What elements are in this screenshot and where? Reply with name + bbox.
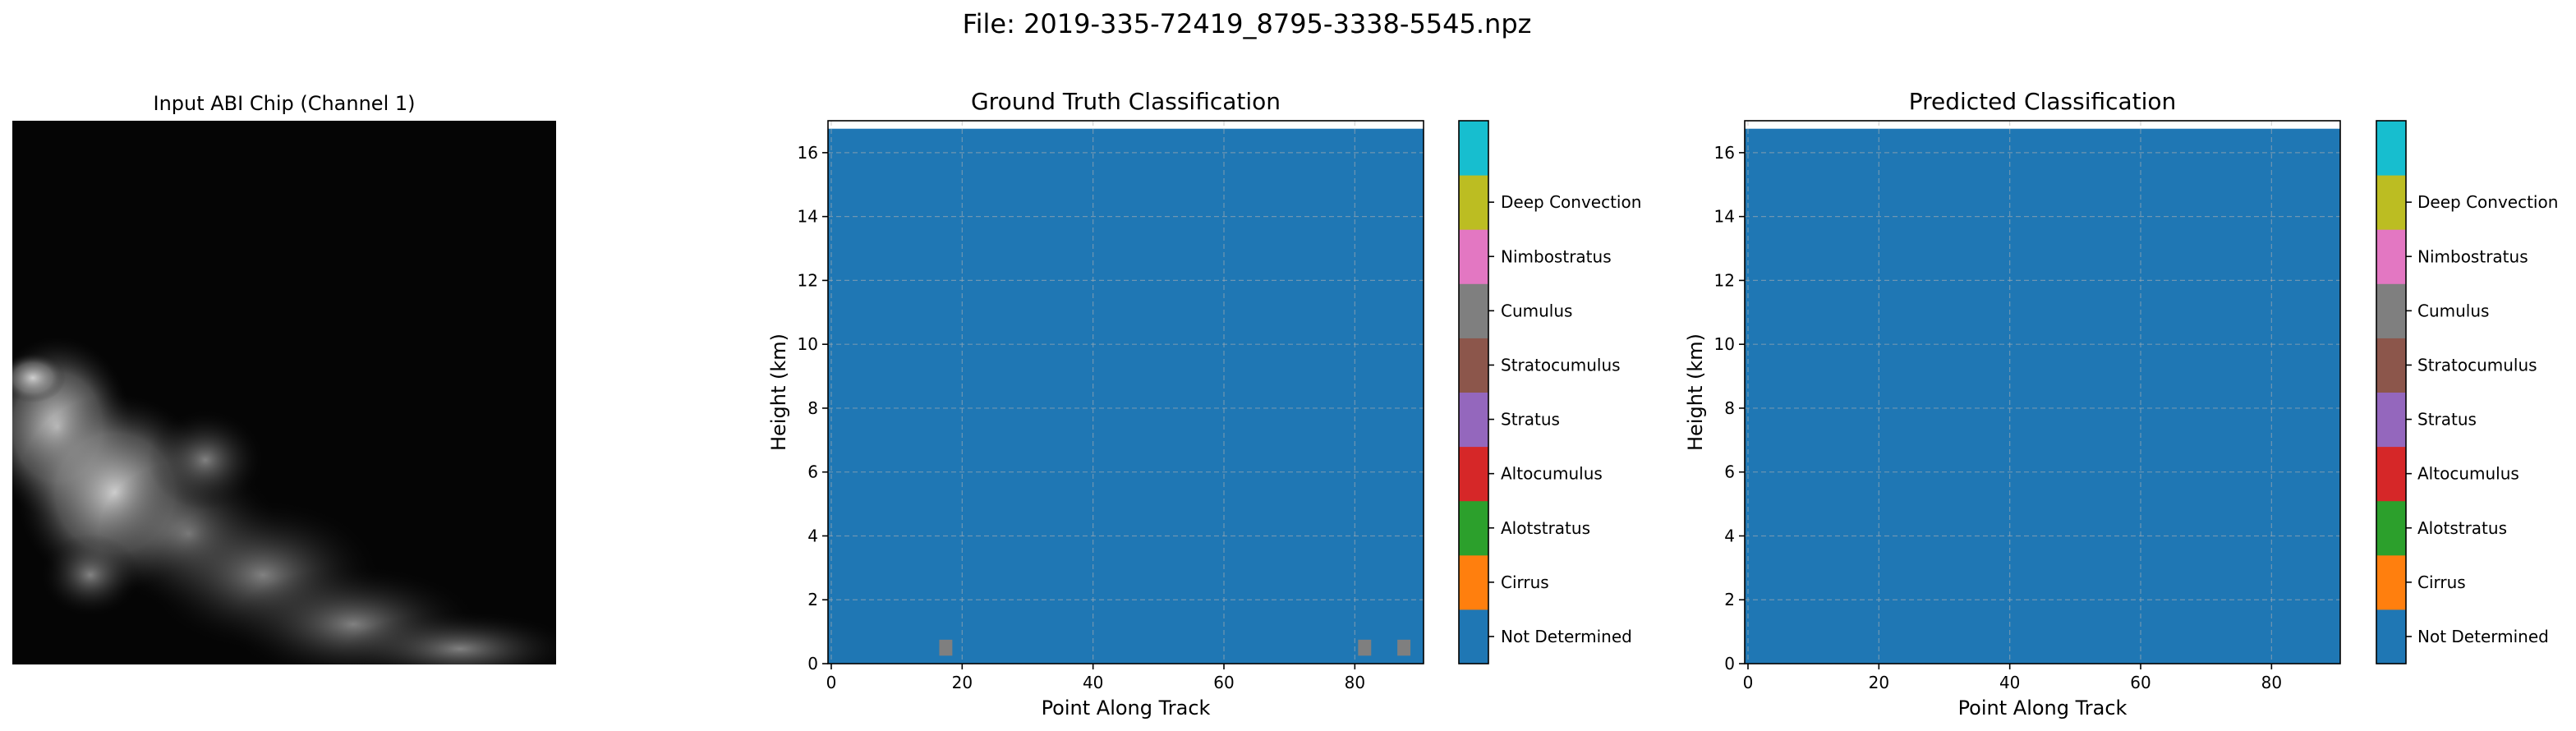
predicted-ytick-label: 2 [1724,590,1735,609]
predicted-colorbar-swatch [2376,338,2406,393]
ground-truth-ytick-label: 0 [807,654,818,674]
predicted-colorbar-label: Cumulus [2417,301,2489,320]
ground-truth-colorbar-swatch [1459,500,1488,556]
predicted-ytick-label: 6 [1724,462,1735,482]
ground-truth-colorbar-swatch [1459,554,1488,610]
ground-truth-xtick-label: 40 [1083,673,1103,692]
predicted-ytick-label: 8 [1724,398,1735,418]
ground-truth-colorbar-label: Cumulus [1501,301,1572,320]
predicted-colorbar-swatch [2376,500,2406,556]
predicted-colorbar-label: Altocumulus [2417,464,2519,484]
predicted-heatmap-background [1745,128,2340,664]
predicted-colorbar-swatch [2376,554,2406,610]
ground-truth-colorbar-label: Cirrus [1501,572,1549,592]
ground-truth-patch-2 [1397,639,1411,656]
predicted-axes-frame [1744,120,2341,664]
predicted-xlabel: Point Along Track [1958,697,2128,720]
ground-truth-colorbar: Not Determined Cirrus Alotstratus Altocumul… [1458,120,1641,664]
predicted-colorbar-swatch [2376,283,2406,338]
predicted-colorbar-label: Stratus [2417,410,2477,430]
predicted-ytick-label: 14 [1714,207,1735,227]
predicted-title: Predicted Classification [1909,88,2177,115]
ground-truth-colorbar-label: Deep Convection [1501,192,1641,212]
predicted-xtick-label: 80 [2261,673,2282,692]
predicted-colorbar: Not Determined Cirrus Alotstratus Altocumul… [2376,120,2558,664]
ground-truth-ytick-label: 8 [807,398,818,418]
ground-truth-colorbar-label: Not Determined [1501,627,1632,646]
ground-truth-colorbar-label: Stratocumulus [1501,355,1621,375]
ground-truth-ytick-label: 6 [807,462,818,482]
ground-truth-colorbar-swatch [1459,229,1488,284]
predicted-colorbar-swatch [2376,392,2406,448]
predicted-xtick-label: 20 [1869,673,1889,692]
predicted-ytick-label: 10 [1714,334,1735,354]
predicted-colorbar-swatch [2376,175,2406,230]
ground-truth-colorbar-swatch [1459,175,1488,230]
abi-chip-image [12,121,556,664]
ground-truth-colorbar-frame [1458,120,1489,664]
ground-truth-colorbar-swatch [1459,283,1488,338]
predicted-colorbar-swatch [2376,446,2406,502]
predicted-colorbar-frame [2376,120,2407,664]
predicted-ytick-label: 4 [1724,526,1735,545]
predicted-colorbar-label: Nimbostratus [2417,246,2528,266]
ground-truth-ytick-label: 16 [798,143,818,163]
ground-truth-ytick-label: 14 [798,207,818,227]
predicted-colorbar-swatch [2376,229,2406,284]
ground-truth-ytick-label: 12 [798,270,818,290]
ground-truth-xtick-label: 60 [1213,673,1234,692]
predicted-ylabel: Height (km) [1684,333,1707,451]
ground-truth-colorbar-label: Altocumulus [1501,464,1603,484]
predicted-ytick-label: 16 [1714,143,1735,163]
ground-truth-ytick-label: 4 [807,526,818,545]
ground-truth-colorbar-swatch [1459,121,1488,176]
ground-truth-xlabel: Point Along Track [1042,697,1211,720]
ground-truth-ytick-label: 2 [807,590,818,609]
ground-truth-axes-frame [827,120,1424,664]
input-image-panel: Input ABI Chip (Channel 1) [12,92,556,664]
ground-truth-colorbar-label: Alotstratus [1501,518,1590,538]
ground-truth-xtick-label: 20 [952,673,973,692]
predicted-xtick-label: 60 [2130,673,2150,692]
predicted-ytick-label: 0 [1724,654,1735,674]
predicted-colorbar-swatch [2376,121,2406,176]
ground-truth-colorbar-label: Stratus [1501,410,1560,430]
predicted-colorbar-label: Deep Convection [2417,192,2558,212]
figure-suptitle: File: 2019-335-72419_8795-3338-5545.npz [963,8,1532,39]
ground-truth-colorbar-swatch [1459,609,1488,664]
ground-truth-title: Ground Truth Classification [971,88,1281,115]
ground-truth-heatmap-background [828,128,1424,664]
ground-truth-colorbar-swatch [1459,446,1488,502]
predicted-colorbar-swatch [2376,609,2406,664]
predicted-xtick-label: 0 [1743,673,1754,692]
predicted-colorbar-label: Not Determined [2417,627,2549,646]
ground-truth-ylabel: Height (km) [767,333,790,451]
ground-truth-patch-1 [1358,639,1372,656]
ground-truth-colorbar-swatch [1459,392,1488,448]
predicted-panel: 0 20 40 60 80 0 2 4 6 8 10 12 14 16 Predicted Classifi… [1684,88,2558,720]
ground-truth-xtick-label: 0 [826,673,837,692]
ground-truth-ytick-label: 10 [798,334,818,354]
ground-truth-colorbar-swatch [1459,338,1488,393]
predicted-colorbar-label: Alotstratus [2417,518,2507,538]
ground-truth-panel: 0 20 40 60 80 0 2 4 6 8 10 12 14 16 Ground Truth Class… [767,88,1641,720]
ground-truth-colorbar-label: Nimbostratus [1501,246,1612,266]
input-image-title: Input ABI Chip (Channel 1) [153,92,415,115]
predicted-xtick-label: 40 [1999,673,2020,692]
ground-truth-xtick-label: 80 [1345,673,1365,692]
predicted-colorbar-label: Stratocumulus [2417,355,2537,375]
predicted-colorbar-label: Cirrus [2417,572,2466,592]
ground-truth-patch-0 [939,639,953,656]
predicted-ytick-label: 12 [1714,270,1735,290]
